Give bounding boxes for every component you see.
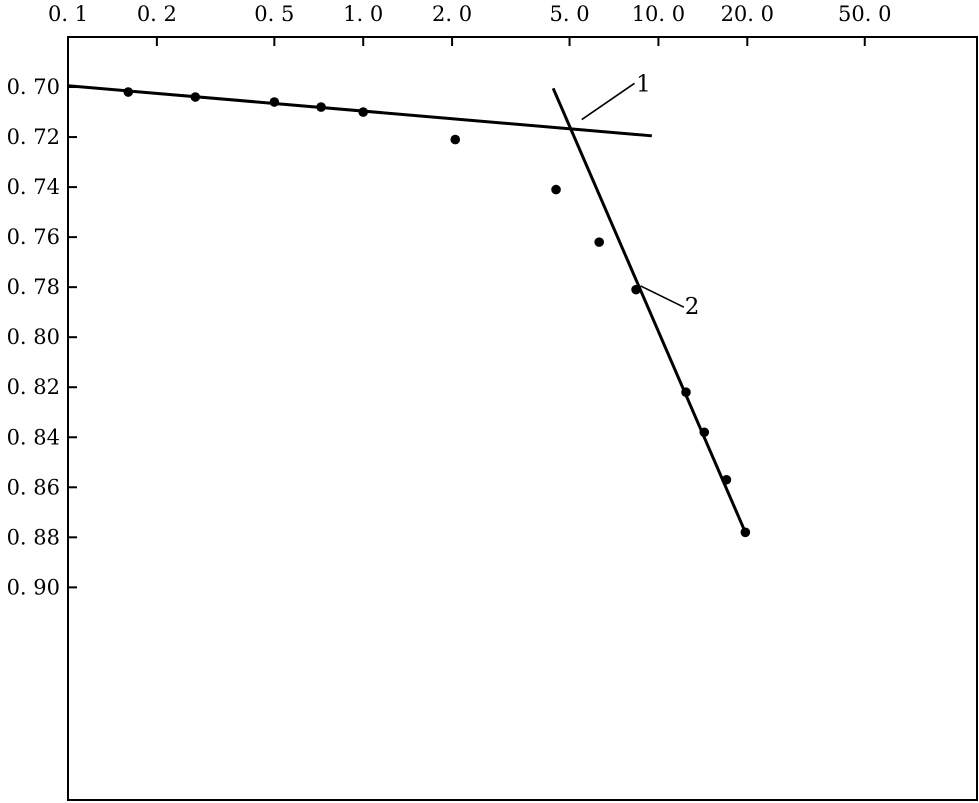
y-tick-label: 0. 74 bbox=[7, 175, 60, 199]
x-tick-label: 1. 0 bbox=[343, 2, 383, 26]
y-tick-label: 0. 88 bbox=[7, 525, 60, 549]
data-point bbox=[316, 102, 326, 112]
x-tick-label: 20. 0 bbox=[721, 2, 774, 26]
data-point bbox=[681, 387, 691, 398]
y-tick-label: 0. 90 bbox=[7, 575, 60, 599]
data-point bbox=[358, 107, 369, 117]
data-point bbox=[594, 237, 604, 247]
y-tick-label: 0. 78 bbox=[7, 275, 60, 299]
data-point bbox=[740, 527, 751, 538]
x-tick-label: 5. 0 bbox=[550, 2, 590, 26]
annotation-label: 1 bbox=[636, 71, 651, 97]
x-tick-label: 10. 0 bbox=[632, 2, 685, 26]
y-tick-label: 0. 82 bbox=[7, 375, 60, 399]
annotation-leader bbox=[640, 285, 685, 308]
fit-line-2 bbox=[551, 87, 747, 533]
x-tick-label: 2. 0 bbox=[432, 2, 472, 26]
y-tick-label: 0. 72 bbox=[7, 125, 60, 149]
y-tick-label: 0. 84 bbox=[7, 425, 60, 449]
annotations: 12 bbox=[581, 71, 700, 320]
data-point bbox=[631, 284, 641, 295]
x-tick-label: 0. 5 bbox=[254, 2, 294, 26]
y-tick-label: 0. 86 bbox=[7, 475, 60, 499]
data-point bbox=[551, 184, 561, 195]
data-point bbox=[269, 97, 280, 107]
data-point bbox=[699, 427, 710, 438]
x-tick-label: 0. 2 bbox=[137, 2, 177, 26]
annotation-leader bbox=[581, 82, 635, 121]
data-point bbox=[190, 92, 201, 102]
x-tick-label: 0. 1 bbox=[48, 2, 88, 26]
y-tick-label: 0. 70 bbox=[7, 75, 60, 99]
data-point bbox=[450, 134, 461, 145]
axes: 0. 1 0. 2 0. 5 1. 0 2. 0 5. 0 10. 0 20. 0 50. 0 0… bbox=[7, 2, 978, 801]
data-point bbox=[123, 87, 134, 97]
annotation-label: 2 bbox=[685, 294, 700, 320]
y-tick-label: 0. 80 bbox=[7, 325, 60, 349]
plot-frame bbox=[67, 36, 978, 801]
data-point bbox=[721, 474, 732, 485]
data-points bbox=[123, 87, 751, 538]
y-tick-label: 0. 76 bbox=[7, 225, 60, 249]
x-tick-label: 50. 0 bbox=[838, 2, 891, 26]
fit-lines bbox=[67, 84, 747, 533]
